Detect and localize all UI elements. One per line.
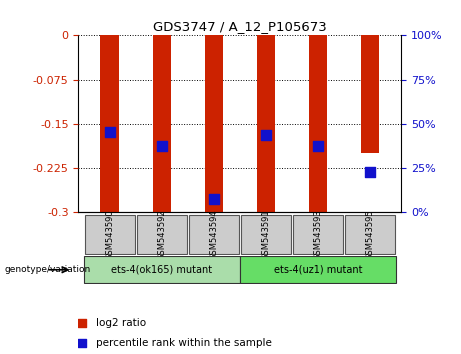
Text: percentile rank within the sample: percentile rank within the sample [96,338,272,348]
Bar [309,35,327,213]
Bar [100,35,119,212]
Bar [205,35,223,213]
Bar [257,35,275,212]
Text: genotype/variation: genotype/variation [5,265,91,274]
Point [210,196,218,202]
FancyBboxPatch shape [293,215,343,255]
Point [106,129,113,135]
Text: ets-4(uz1) mutant: ets-4(uz1) mutant [273,265,362,275]
Point [314,143,321,149]
Point [78,320,85,326]
Text: GSM543595: GSM543595 [365,209,374,260]
FancyBboxPatch shape [85,215,135,255]
Text: GSM543590: GSM543590 [105,209,114,260]
Point [262,132,269,137]
Text: ets-4(ok165) mutant: ets-4(ok165) mutant [111,265,212,275]
Title: GDS3747 / A_12_P105673: GDS3747 / A_12_P105673 [153,20,326,33]
Text: GSM543593: GSM543593 [313,209,322,260]
Bar [153,35,171,213]
Text: GSM543592: GSM543592 [157,209,166,260]
Text: GSM543591: GSM543591 [261,209,270,260]
FancyBboxPatch shape [241,215,291,255]
FancyBboxPatch shape [240,256,396,283]
FancyBboxPatch shape [83,256,240,283]
FancyBboxPatch shape [189,215,239,255]
Bar [361,35,379,153]
Point [366,170,373,175]
Point [78,340,85,346]
Point [158,143,165,149]
Text: GSM543594: GSM543594 [209,209,218,260]
FancyBboxPatch shape [345,215,395,255]
Text: log2 ratio: log2 ratio [96,318,146,328]
FancyBboxPatch shape [136,215,187,255]
